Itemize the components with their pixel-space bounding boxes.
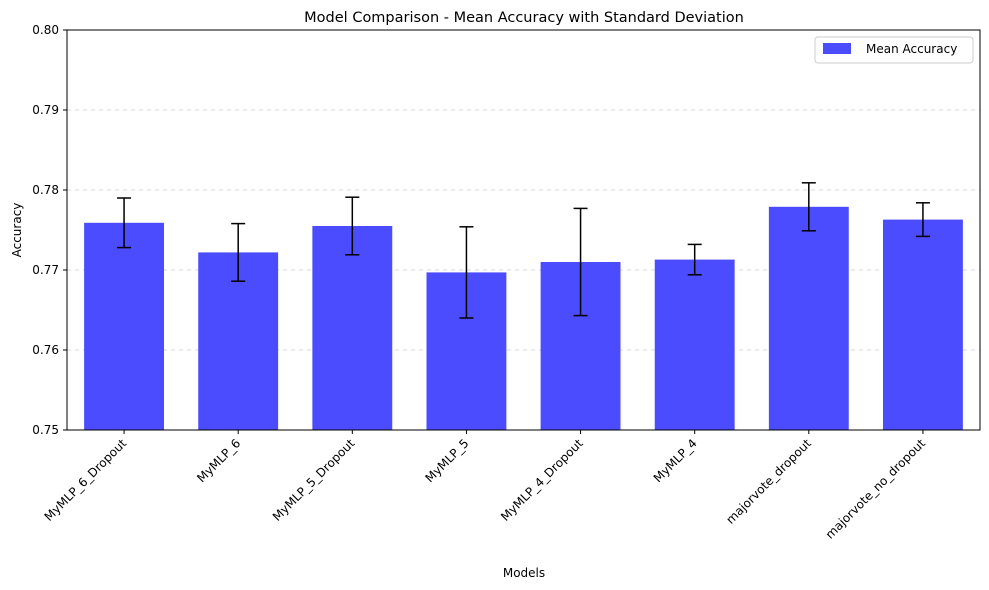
bar [882, 219, 963, 430]
bar [312, 226, 393, 430]
x-tick-label: MyMLP_4_Dropout [498, 436, 586, 524]
y-axis: 0.75 0.76 0.77 0.78 0.79 0.80 [32, 23, 67, 437]
bar [198, 252, 279, 430]
y-tick-label: 0.77 [32, 263, 59, 277]
x-tick-label: majorvote_dropout [723, 436, 814, 527]
y-axis-label: Accuracy [10, 203, 24, 258]
bars [84, 206, 963, 430]
x-tick-label: MyMLP_5 [423, 436, 472, 485]
legend-swatch [823, 43, 851, 54]
plot-frame [66, 29, 981, 431]
x-axis-label: Models [503, 566, 545, 580]
legend-label: Mean Accuracy [866, 42, 957, 56]
bar [768, 206, 849, 430]
x-tick-label: MyMLP_6 [194, 436, 243, 485]
y-tick-label: 0.78 [32, 183, 59, 197]
y-tick-label: 0.79 [32, 103, 59, 117]
x-tick-label: MyMLP_6_Dropout [42, 436, 130, 524]
error-bars [117, 182, 930, 319]
y-tick-label: 0.76 [32, 343, 59, 357]
bar [654, 259, 735, 430]
x-tick-label: MyMLP_4 [651, 436, 700, 485]
legend-frame [814, 36, 974, 64]
chart-title: Model Comparison - Mean Accuracy with St… [304, 10, 744, 26]
x-axis: MyMLP_6_Dropout MyMLP_6 MyMLP_5_Dropout MyM… [42, 430, 929, 542]
bar [84, 222, 165, 430]
x-tick-label: majorvote_no_dropout [823, 436, 929, 542]
x-tick-label: MyMLP_5_Dropout [270, 436, 358, 524]
y-tick-label: 0.75 [32, 423, 59, 437]
legend: Mean Accuracy [814, 36, 974, 64]
y-tick-label: 0.80 [32, 23, 59, 37]
